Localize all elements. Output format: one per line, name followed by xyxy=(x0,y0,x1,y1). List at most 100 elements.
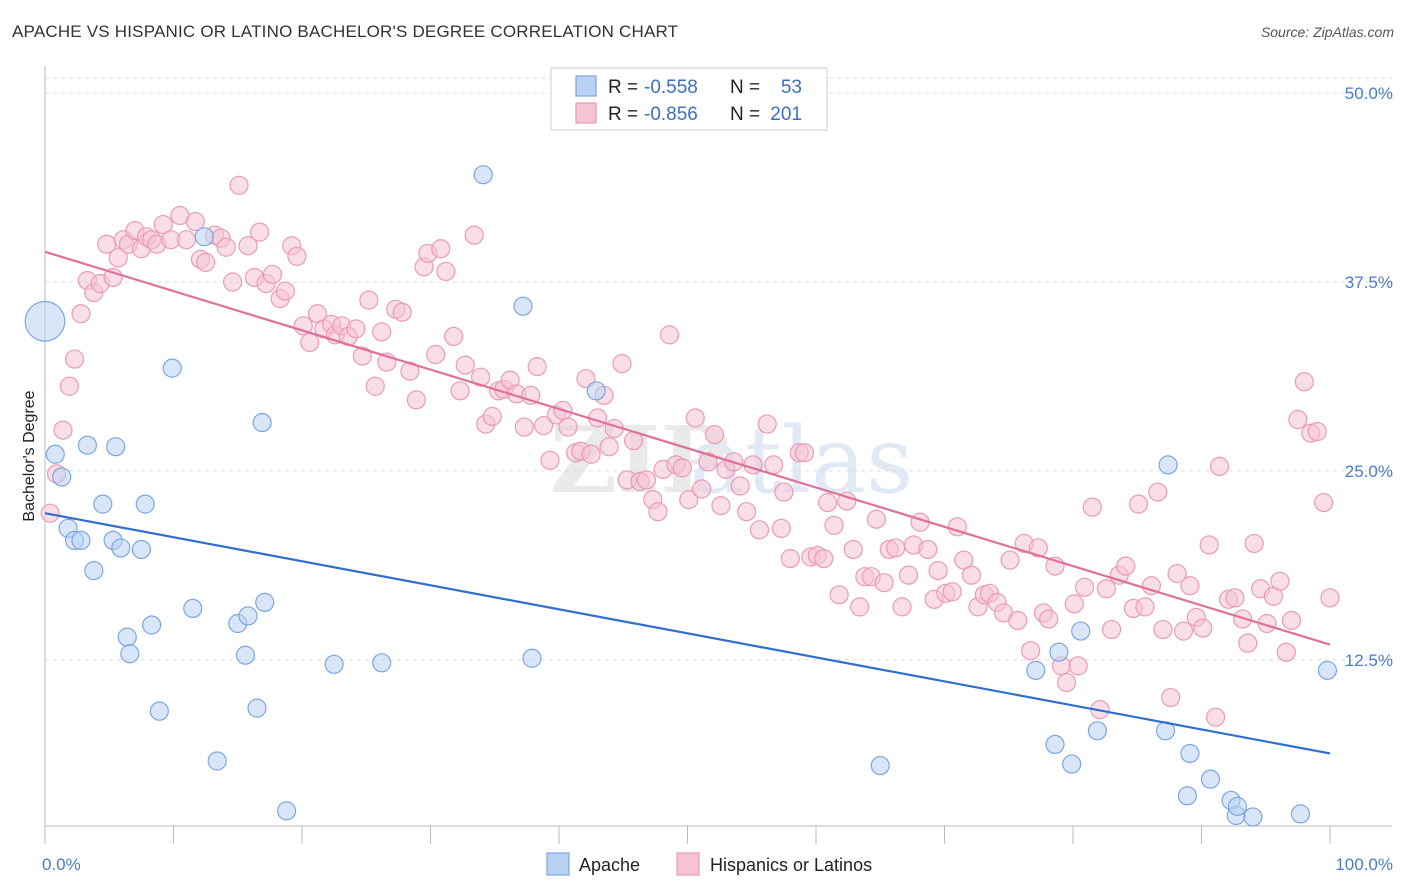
apache-point-36 xyxy=(1026,660,1046,680)
hispanic-point-164 xyxy=(1074,577,1095,597)
hispanic-point-172 xyxy=(1128,494,1149,514)
hispanic-point-128 xyxy=(850,597,870,617)
apache-point-33 xyxy=(522,648,542,668)
hispanic-point-67 xyxy=(471,367,491,387)
hispanic-point-155 xyxy=(1020,641,1041,661)
hispanic-point-182 xyxy=(1193,618,1213,638)
hispanic-point-29 xyxy=(223,272,243,292)
apache-trend-line xyxy=(44,512,1331,755)
apache-point-18 xyxy=(162,358,182,378)
hispanic-point-167 xyxy=(1096,579,1117,599)
hispanic-point-143 xyxy=(942,582,962,602)
hispanic-point-51 xyxy=(365,376,385,396)
y-tick-label-1: 25.0% xyxy=(1345,462,1393,481)
apache-point-15 xyxy=(135,494,155,514)
bottom-legend: Apache Hispanics or Latinos xyxy=(546,852,872,876)
hispanic-point-85 xyxy=(581,444,601,464)
hispanic-point-119 xyxy=(794,443,815,463)
hispanic-point-116 xyxy=(774,482,794,502)
hispanic-point-102 xyxy=(685,408,705,428)
legend-r-value-apache: -0.558 xyxy=(644,77,698,98)
apache-point-5 xyxy=(71,530,91,551)
hispanic-point-175 xyxy=(1148,482,1168,502)
bottom-legend-swatch-hispanic xyxy=(676,852,700,876)
hispanic-point-179 xyxy=(1173,621,1194,641)
hispanic-point-109 xyxy=(730,476,750,496)
hispanic-point-104 xyxy=(698,452,718,472)
hispanic-series xyxy=(40,175,1340,727)
hispanic-point-57 xyxy=(406,390,426,410)
hispanic-point-132 xyxy=(874,573,894,593)
hispanic-point-187 xyxy=(1225,588,1245,608)
hispanic-point-37 xyxy=(275,281,295,301)
hispanic-point-139 xyxy=(918,539,938,560)
chart-title: APACHE VS HISPANIC OR LATINO BACHELOR'S … xyxy=(12,22,679,41)
hispanic-point-123 xyxy=(817,493,838,513)
y-axis-title: Bachelor's Degree xyxy=(21,390,38,521)
apache-point-26 xyxy=(252,412,272,433)
hispanic-point-183 xyxy=(1199,535,1219,555)
hispanic-point-145 xyxy=(954,550,974,570)
apache-point-31 xyxy=(473,165,493,185)
gridlines xyxy=(45,77,1392,661)
hispanic-point-28 xyxy=(216,237,236,257)
apache-point-29 xyxy=(324,654,344,674)
hispanic-point-135 xyxy=(892,597,912,617)
hispanic-point-131 xyxy=(866,509,886,529)
hispanic-point-77 xyxy=(533,415,554,436)
hispanic-point-195 xyxy=(1276,642,1296,662)
hispanic-point-69 xyxy=(482,406,502,427)
hispanic-point-200 xyxy=(1307,422,1327,442)
hispanic-point-184 xyxy=(1206,707,1226,727)
apache-point-17 xyxy=(149,701,169,721)
hispanic-point-33 xyxy=(249,222,270,242)
hispanic-point-165 xyxy=(1082,497,1102,517)
legend-n-label-apache: N = xyxy=(730,77,760,98)
hispanic-point-48 xyxy=(346,319,366,339)
hispanic-point-35 xyxy=(262,264,283,285)
hispanic-point-23 xyxy=(185,211,205,232)
hispanic-point-52 xyxy=(372,322,392,342)
hispanic-point-122 xyxy=(814,548,834,569)
apache-point-41 xyxy=(1087,721,1108,741)
apache-point-23 xyxy=(235,645,256,665)
legend-n-value-hispanic: 201 xyxy=(770,104,802,125)
hispanic-point-4 xyxy=(64,349,85,369)
hispanic-point-96 xyxy=(648,502,668,522)
apache-point-19 xyxy=(183,598,203,619)
hispanic-point-161 xyxy=(1056,672,1077,693)
apache-point-35 xyxy=(870,755,890,776)
hispanic-point-110 xyxy=(737,502,757,522)
apache-point-38 xyxy=(1049,642,1069,662)
hispanic-point-55 xyxy=(392,302,412,322)
apache-point-14 xyxy=(131,539,151,560)
hispanic-point-2 xyxy=(53,420,73,440)
hispanic-point-115 xyxy=(771,518,791,538)
apache-point-8 xyxy=(93,494,113,514)
hispanic-point-197 xyxy=(1288,409,1308,430)
apache-point-52 xyxy=(1317,660,1338,680)
hispanic-point-56 xyxy=(400,361,420,381)
hispanic-point-162 xyxy=(1064,594,1084,614)
hispanic-point-65 xyxy=(455,355,475,375)
hispanic-point-124 xyxy=(824,515,844,535)
apache-point-0 xyxy=(24,300,66,342)
hispanic-point-163 xyxy=(1068,656,1088,676)
apache-point-46 xyxy=(1200,769,1221,789)
legend-r-value-hispanic: -0.856 xyxy=(644,104,698,125)
hispanic-point-41 xyxy=(300,332,320,353)
hispanic-point-61 xyxy=(431,239,451,259)
apache-point-34 xyxy=(586,381,606,401)
hispanic-point-62 xyxy=(436,261,456,282)
apache-point-28 xyxy=(276,801,297,821)
apache-point-32 xyxy=(513,296,533,316)
hispanic-point-30 xyxy=(229,175,249,195)
legend-r-label-hispanic: R = xyxy=(608,104,638,125)
hispanic-point-22 xyxy=(176,230,196,250)
bottom-legend-swatch-apache xyxy=(546,852,570,876)
apache-point-30 xyxy=(372,653,392,673)
y-tick-label-3: 50.0% xyxy=(1345,84,1393,103)
hispanic-point-94 xyxy=(636,470,656,490)
hispanic-point-168 xyxy=(1101,619,1122,640)
hispanic-point-201 xyxy=(1313,493,1334,513)
